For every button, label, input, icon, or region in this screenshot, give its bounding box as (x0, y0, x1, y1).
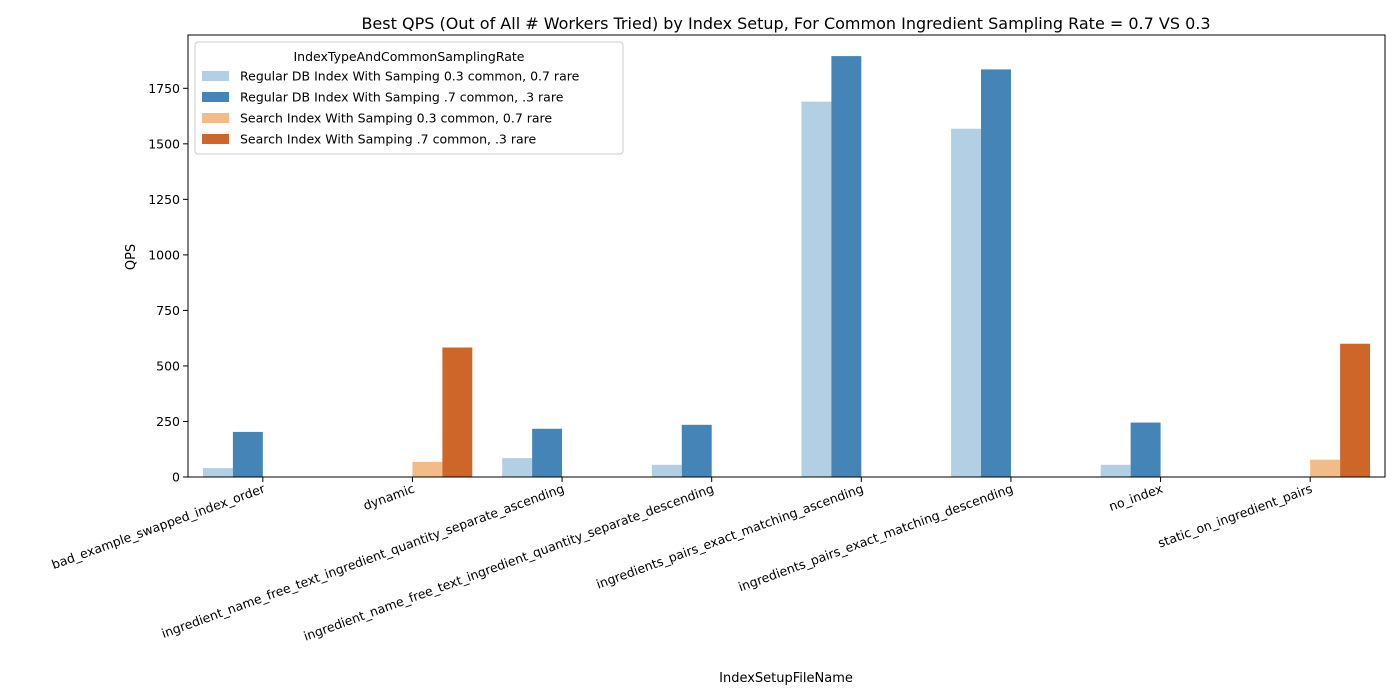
x-tick-label: static_on_ingredient_pairs (1156, 481, 1314, 551)
bar (1130, 422, 1161, 477)
bar (981, 69, 1011, 478)
x-tick-label: dynamic (361, 481, 416, 513)
y-tick-label: 750 (156, 303, 180, 318)
bar (681, 424, 712, 477)
bar (532, 428, 563, 477)
y-tick-label: 250 (156, 414, 180, 429)
y-tick-label: 1000 (148, 247, 180, 262)
bar (442, 347, 473, 477)
x-tick-label: bad_example_swapped_index_order (50, 480, 268, 572)
y-tick-label: 1500 (148, 136, 180, 151)
bar (1100, 464, 1131, 477)
y-axis: 0 250 500 750 1000 1250 1500 1750 (148, 81, 188, 485)
bar (502, 458, 533, 477)
x-tick-label: ingredients_pairs_exact_matching_descend… (736, 481, 1015, 595)
legend-label: Search Index With Samping 0.3 common, 0.… (240, 111, 552, 126)
x-tick-label: ingredients_pairs_exact_matching_ascendi… (594, 481, 865, 592)
y-axis-title: QPS (124, 244, 139, 270)
bar (232, 431, 263, 477)
bar (651, 464, 682, 477)
y-tick-label: 0 (172, 470, 180, 485)
bar (1340, 343, 1371, 477)
x-tick-label: no_index (1107, 481, 1165, 514)
chart-title: Best QPS (Out of All # Workers Tried) by… (361, 14, 1210, 33)
bar (801, 101, 832, 477)
legend-label: Search Index With Samping .7 common, .3 … (240, 132, 537, 147)
y-tick-label: 1750 (148, 81, 180, 96)
plot-frame (187, 34, 1386, 478)
legend-label: Regular DB Index With Samping .7 common,… (240, 90, 564, 105)
legend-frame (194, 41, 624, 155)
x-axis-title: IndexSetupFileName (719, 671, 853, 686)
bar (412, 461, 443, 477)
bar (1310, 459, 1341, 477)
bar (831, 56, 862, 478)
x-axis: bad_example_swapped_index_order dynamic in… (50, 477, 1314, 644)
y-tick-label: 500 (156, 358, 180, 373)
bar (202, 468, 233, 477)
legend: IndexTypeAndCommonSamplingRate Regular D… (194, 41, 624, 155)
legend-swatch (202, 92, 229, 102)
legend-swatch (202, 71, 229, 81)
legend-swatch (202, 113, 229, 123)
legend-items: Regular DB Index With Samping 0.3 common… (202, 69, 580, 147)
legend-label: Regular DB Index With Samping 0.3 common… (240, 69, 580, 84)
legend-swatch (202, 134, 229, 144)
legend-title: IndexTypeAndCommonSamplingRate (294, 49, 525, 64)
y-tick-label: 1250 (148, 192, 180, 207)
bars-group (202, 56, 1371, 478)
bar (951, 128, 982, 477)
